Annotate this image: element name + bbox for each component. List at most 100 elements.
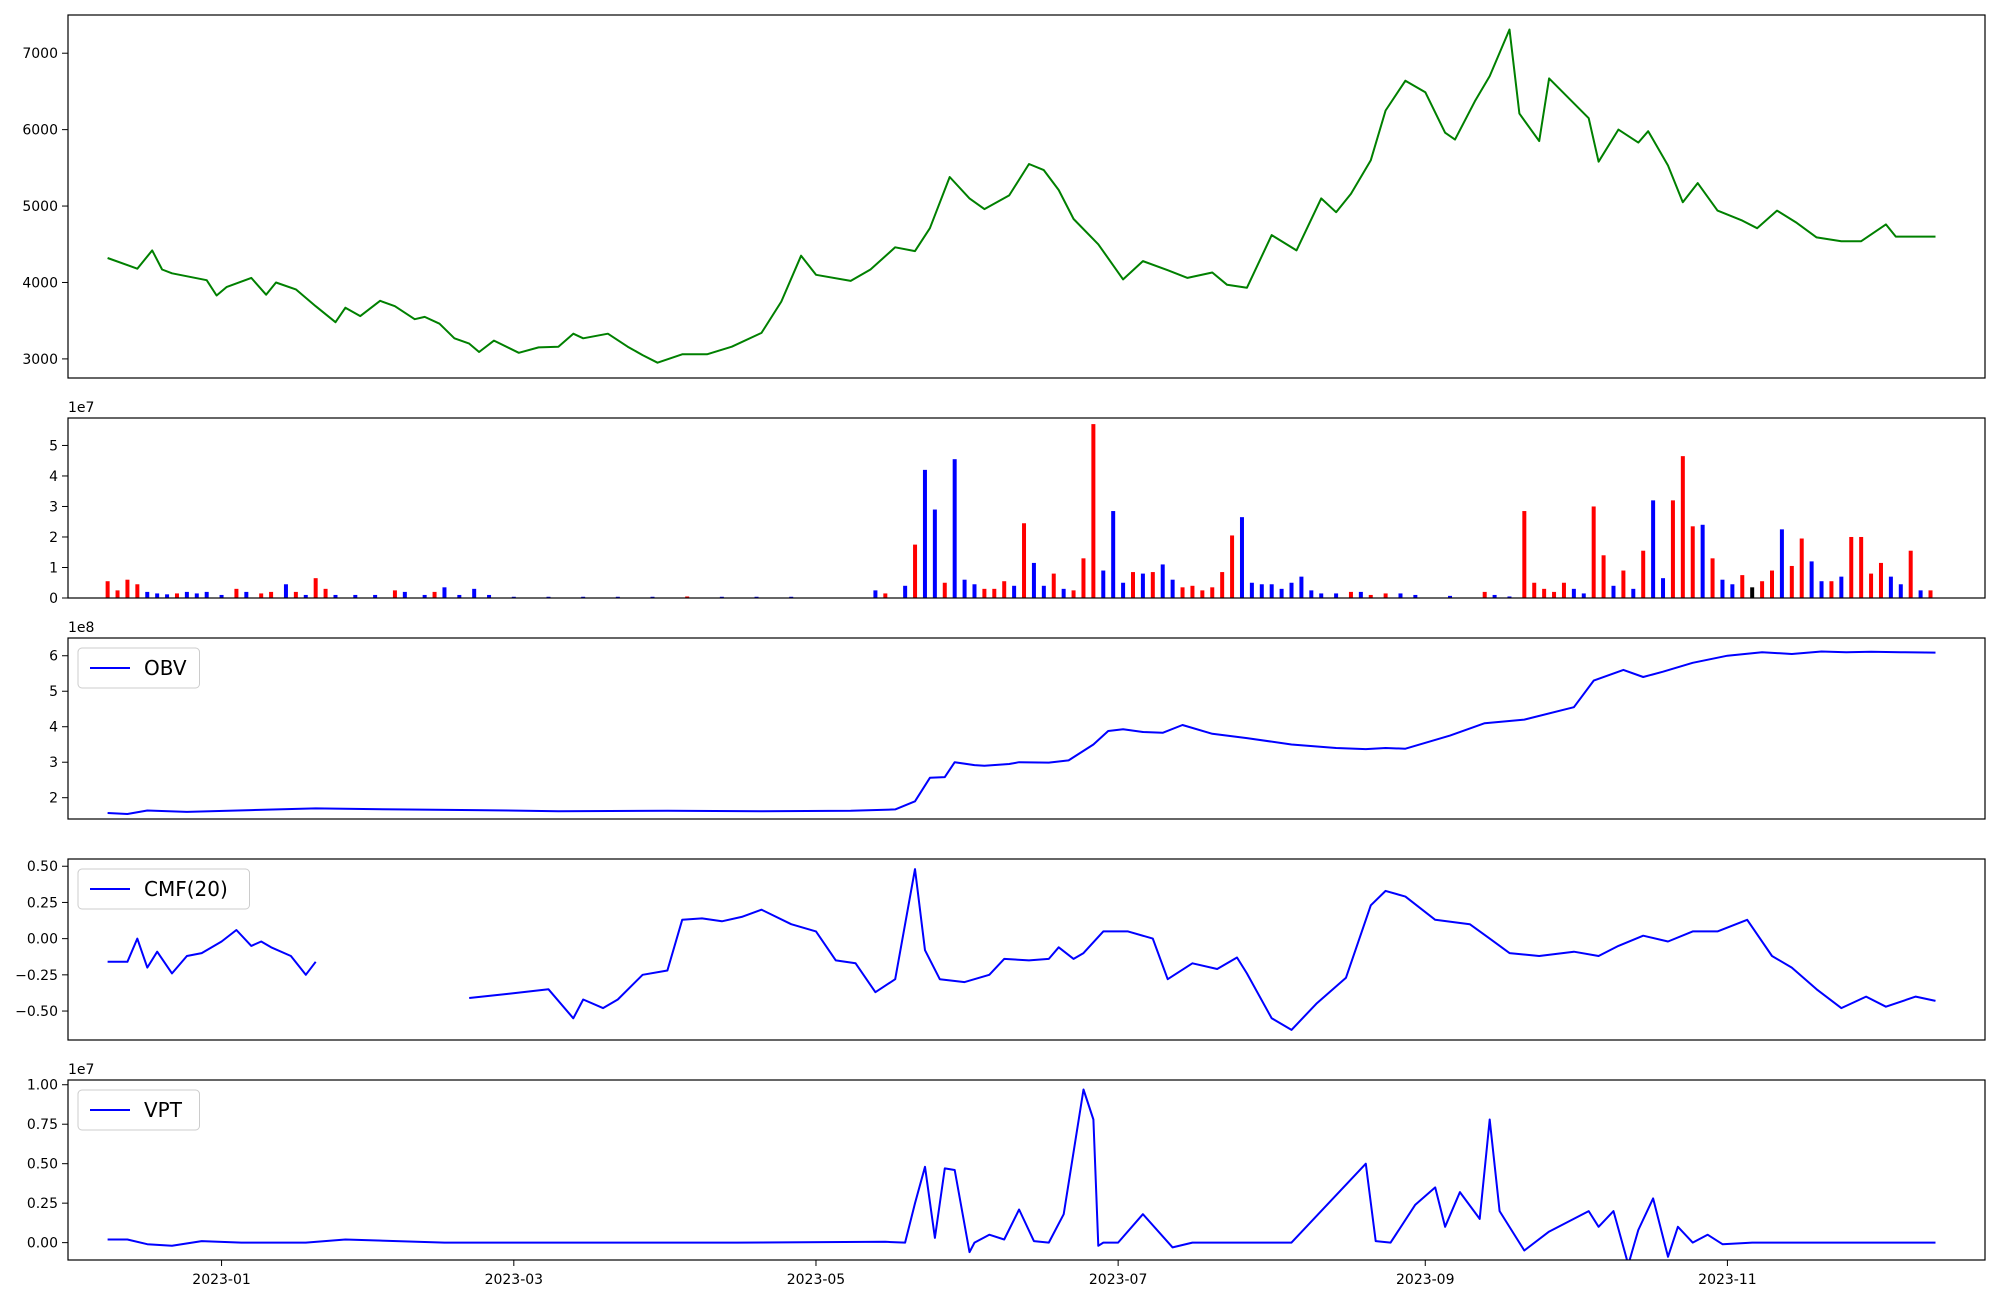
volume-bar [219, 594, 224, 598]
volume-bar [1482, 591, 1487, 598]
volume-bar [1289, 582, 1294, 598]
cmf-series-line [107, 929, 317, 976]
volume-bar [1111, 511, 1116, 598]
y-tick-label: 2 [49, 791, 58, 807]
volume-bar [487, 594, 492, 598]
legend-label: VPT [144, 1098, 183, 1122]
volume-bar [1131, 572, 1135, 598]
volume-bar [1888, 576, 1893, 598]
volume-bar [1160, 564, 1165, 598]
cmf-series-line [469, 868, 1936, 1031]
volume-bar [1150, 572, 1155, 598]
volume-bar [1720, 579, 1725, 598]
x-tick-label: 2023-05 [787, 1272, 846, 1288]
volume-bar [125, 579, 130, 598]
y-tick-label: 0 [49, 591, 58, 607]
volume-bar [903, 585, 908, 598]
volume-bar [105, 581, 110, 598]
x-tick-label: 2023-09 [1396, 1272, 1455, 1288]
volume-bar [1552, 591, 1557, 598]
volume-bar [546, 596, 551, 598]
legend-box [77, 647, 200, 689]
y-tick-label: 7000 [22, 46, 58, 62]
volume-bar [303, 594, 308, 598]
y-tick-label: 2 [49, 530, 58, 546]
volume-bar [1051, 573, 1056, 598]
volume-bar [873, 590, 878, 598]
volume-bar [432, 591, 437, 598]
volume-bar [1730, 584, 1735, 598]
price-series-line [107, 28, 1936, 364]
y-tick-label: −0.50 [15, 1004, 58, 1020]
volume-bar [1121, 582, 1126, 598]
volume-bar [442, 587, 447, 598]
volume-bar [719, 596, 724, 598]
volume-bar [1368, 594, 1373, 598]
volume-bar [115, 590, 120, 598]
volume-bar [1819, 581, 1824, 598]
volume-bar [392, 590, 397, 598]
volume-bar [1031, 562, 1036, 598]
volume-panel: 0 1 2 3 4 5 1e7 [49, 400, 1986, 607]
axis-exponent-label: 1e7 [68, 1062, 94, 1078]
volume-bar [1621, 570, 1626, 598]
volume-bar [293, 591, 298, 598]
volume-bar [1799, 538, 1804, 598]
volume-bar [1383, 593, 1388, 598]
y-tick-label: 0.50 [27, 859, 58, 875]
legend-box [77, 1089, 200, 1131]
vpt-plot-area [107, 1088, 1936, 1260]
volume-bar [1140, 573, 1145, 598]
y-tick-label: 0.50 [27, 1157, 58, 1173]
volume-bar [1581, 593, 1586, 598]
volume-bar [1898, 584, 1903, 598]
volume-bar [952, 459, 957, 598]
volume-bar [1878, 562, 1883, 598]
volume-bar [1670, 500, 1675, 598]
volume-bar [422, 594, 427, 598]
volume-bar [1071, 590, 1076, 598]
volume-bar [1661, 578, 1666, 598]
volume-bar [1809, 561, 1814, 598]
volume-bar [1170, 579, 1175, 598]
y-tick-label: 4 [49, 469, 58, 485]
volume-bar [184, 591, 189, 598]
volume-bar [1760, 581, 1765, 598]
volume-bar [1180, 587, 1185, 598]
legend-box [77, 868, 250, 910]
volume-bar [1101, 570, 1106, 598]
volume-bar [402, 591, 407, 598]
y-tick-label: 3 [49, 499, 58, 515]
volume-bar [244, 591, 249, 598]
volume-bar [922, 469, 927, 598]
volume-bar [1869, 573, 1874, 598]
volume-bar [1022, 523, 1027, 598]
volume-bar [1358, 591, 1363, 598]
volume-bar [1740, 575, 1745, 598]
x-tick-label: 2023-07 [1089, 1272, 1148, 1288]
volume-bar [269, 591, 274, 598]
volume-bar [1259, 584, 1264, 598]
volume-bar [1532, 582, 1537, 598]
volume-bar [234, 588, 239, 598]
price-axes-frame [67, 14, 1986, 379]
y-tick-label: −0.25 [15, 968, 58, 984]
volume-bar [1829, 581, 1834, 598]
volume-bar [942, 582, 947, 598]
volume-bar [1750, 587, 1755, 598]
volume-bar [1279, 588, 1284, 598]
volume-bar [1789, 565, 1794, 598]
volume-bar [204, 591, 209, 598]
y-tick-label: 6 [49, 649, 58, 665]
volume-bar [1299, 576, 1304, 598]
y-tick-label: 6000 [22, 123, 58, 139]
volume-bar [685, 596, 690, 598]
volume-bar [982, 588, 987, 598]
y-tick-label: 1.00 [27, 1078, 58, 1094]
volume-bar [1849, 536, 1854, 598]
volume-bar [1319, 593, 1324, 598]
volume-bar [1448, 595, 1453, 598]
volume-bar [913, 544, 918, 598]
volume-bar [650, 596, 655, 598]
